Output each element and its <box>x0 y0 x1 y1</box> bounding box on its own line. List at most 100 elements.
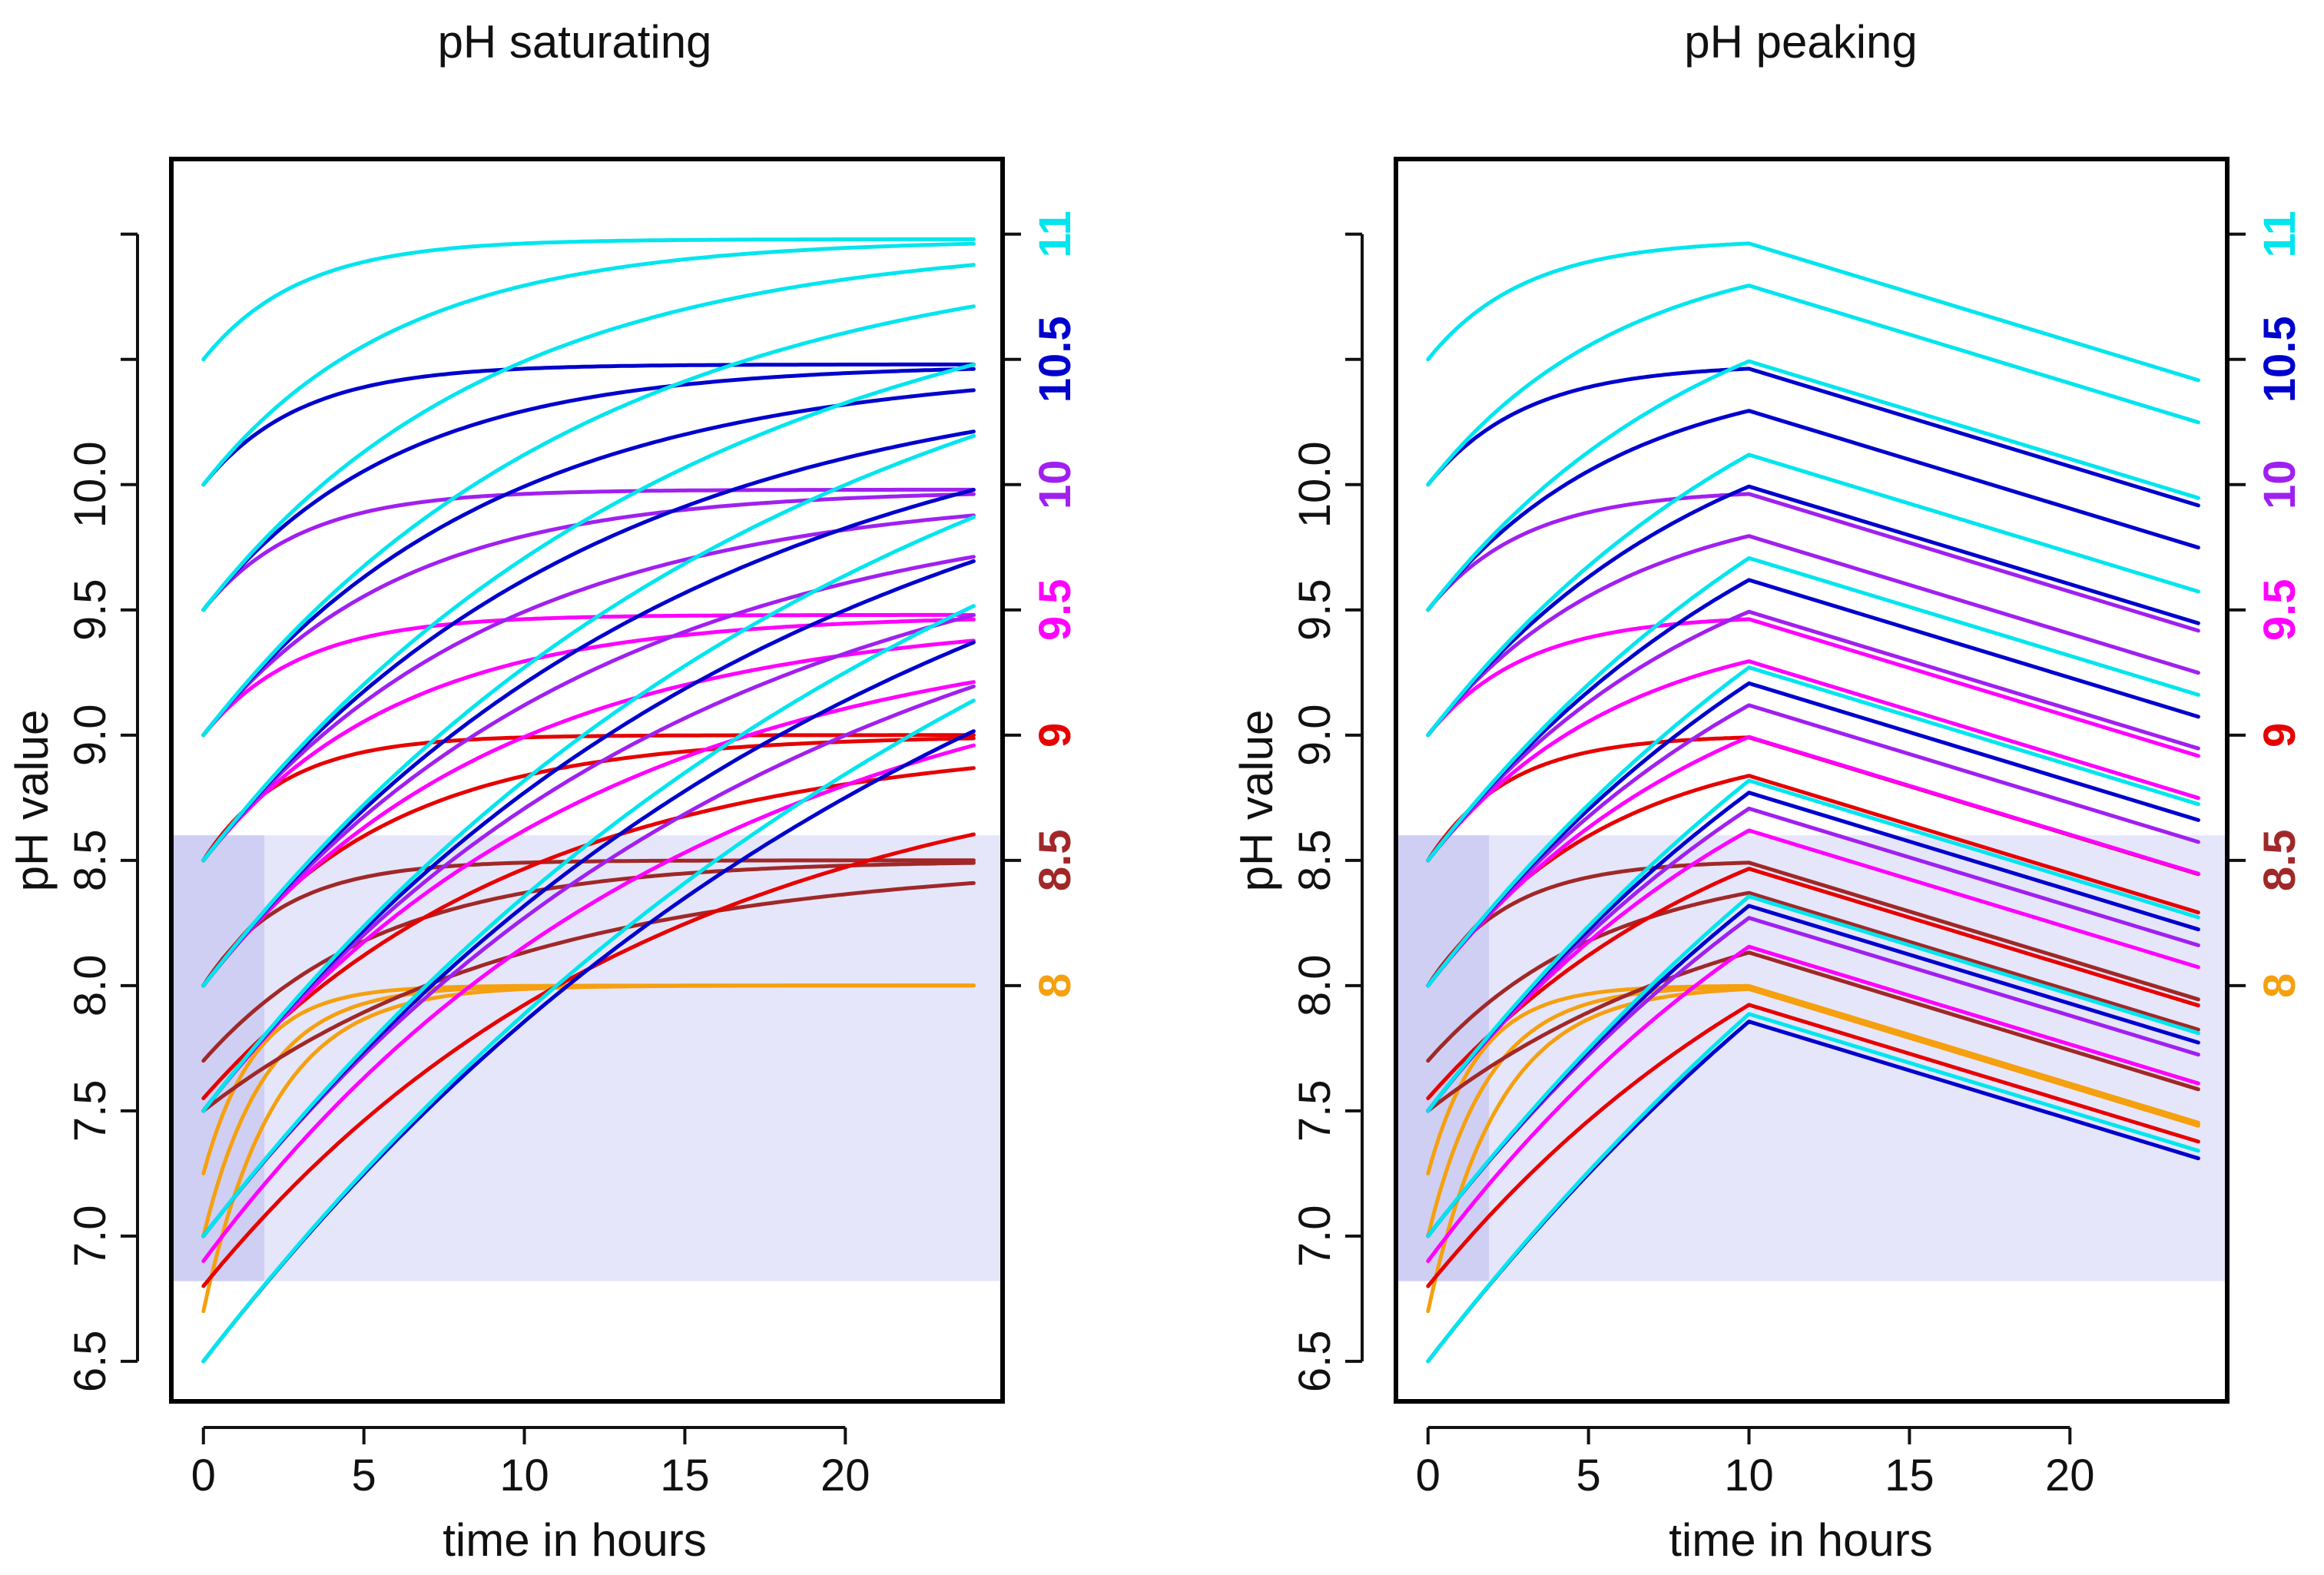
y-tick-label: 8.0 <box>65 955 115 1017</box>
series-line <box>1426 366 2200 508</box>
x-tick-label: 15 <box>660 1451 710 1500</box>
x-tick-label: 10 <box>499 1451 549 1500</box>
series-line <box>201 617 976 863</box>
x-axis-title: time in hours <box>1669 1514 1932 1566</box>
right-axis-label: 10 <box>1030 460 1080 510</box>
right-axis-label: 10.5 <box>2255 316 2305 403</box>
series-line <box>1426 1012 2200 1364</box>
panel-ph-saturating: pH saturating time in hours pH value 0 5 1… <box>6 16 1080 1566</box>
x-tick-label: 0 <box>1416 1451 1440 1500</box>
series-line <box>201 304 976 738</box>
plot-frame <box>1394 157 2230 1404</box>
right-axis-label: 11 <box>1030 211 1080 257</box>
x-tick-label: 20 <box>2045 1451 2095 1500</box>
x-tick-label: 15 <box>1885 1451 1934 1500</box>
x-tick-label: 10 <box>1724 1451 1774 1500</box>
right-axis-label: 8 <box>1030 973 1080 998</box>
x-tick-label: 5 <box>1576 1451 1601 1500</box>
y-tick-label: 10.0 <box>65 441 115 528</box>
y-tick-label: 9.5 <box>65 579 115 641</box>
series-line <box>1426 894 2200 1238</box>
series-line <box>1426 534 2200 738</box>
series-line <box>201 612 976 738</box>
series-line <box>201 736 976 988</box>
chart-title: pH saturating <box>438 16 712 68</box>
series-line <box>1426 617 2200 758</box>
series-line <box>1426 241 2200 383</box>
y-axis-title: pH value <box>1231 710 1282 892</box>
y-tick-label: 7.0 <box>65 1205 115 1268</box>
series-line <box>1426 944 2200 1263</box>
series-line <box>201 613 976 1113</box>
series-line <box>201 555 976 988</box>
right-axis-label: 9.5 <box>2255 579 2305 641</box>
y-axis-title: pH value <box>6 710 58 892</box>
y-tick-label: 8.0 <box>1290 955 1340 1017</box>
y-tick-label: 6.5 <box>65 1331 115 1393</box>
y-tick-label: 6.5 <box>1290 1331 1340 1393</box>
y-tick-label: 9.0 <box>65 704 115 766</box>
series-line <box>201 362 976 487</box>
series-line <box>1426 359 2200 612</box>
series-line <box>1426 609 2200 863</box>
right-axis-label: 9.5 <box>1030 579 1080 641</box>
right-axis-label: 8.5 <box>1030 830 1080 892</box>
x-tick-label: 5 <box>352 1451 376 1500</box>
plot-frame <box>169 157 1005 1404</box>
y-tick-label: 8.5 <box>65 830 115 892</box>
series-line <box>1426 1003 2200 1288</box>
series-line <box>201 983 976 1314</box>
series-line <box>201 743 976 1263</box>
chart-title: pH peaking <box>1684 16 1918 68</box>
panel-ph-peaking: pH peaking time in hours pH value 0 5 10 15… <box>1231 16 2305 1566</box>
series-line <box>201 487 976 612</box>
series-line <box>201 237 976 362</box>
series-line <box>1426 778 2200 1113</box>
series-line <box>201 515 976 1113</box>
curve-group <box>201 237 976 1364</box>
series-line <box>1426 492 2200 633</box>
shaded-regions <box>171 835 1003 1282</box>
y-tick-label: 7.0 <box>1290 1205 1340 1268</box>
series-line <box>1426 659 2200 863</box>
series-line <box>201 698 976 1364</box>
axes: 0 5 10 15 20 6.5 7.0 7.5 8.0 8.5 9.0 9.5 10.0 8 8.5 9 9.… <box>1290 211 2305 1500</box>
series-line <box>201 604 976 1238</box>
series-line <box>201 858 976 988</box>
axes: 0 5 10 15 20 6.5 7.0 7.5 8.0 8.5 9.0 9.5 10.0 8 8.5 9 9.… <box>65 211 1080 1500</box>
series-line <box>1426 453 2200 738</box>
y-tick-label: 8.5 <box>1290 830 1340 892</box>
y-tick-label: 9.0 <box>1290 704 1340 766</box>
x-tick-label: 0 <box>191 1451 216 1500</box>
series-line <box>201 263 976 612</box>
series-line <box>201 488 976 988</box>
series-line <box>201 366 976 612</box>
series-line <box>1426 986 2200 1314</box>
right-axis-label: 10.5 <box>1030 316 1080 403</box>
x-axis-title: time in hours <box>443 1514 706 1566</box>
series-line <box>1426 484 2200 738</box>
y-tick-label: 9.5 <box>1290 579 1340 641</box>
series-line <box>1426 555 2200 863</box>
series-line <box>201 241 976 487</box>
curve-group <box>1426 241 2200 1364</box>
series-line <box>1426 665 2200 988</box>
series-line <box>1426 985 2200 1238</box>
series-line <box>1426 284 2200 487</box>
series-line <box>201 492 976 738</box>
shaded-region-0 <box>171 835 1003 1282</box>
right-axis-label: 8.5 <box>2255 830 2305 892</box>
y-tick-label: 10.0 <box>1290 441 1340 528</box>
y-tick-label: 7.5 <box>65 1080 115 1142</box>
series-line <box>201 880 976 1113</box>
right-axis-label: 9 <box>2255 723 2305 748</box>
series-line <box>201 363 976 863</box>
right-axis-label: 9 <box>1030 723 1080 748</box>
series-line <box>201 388 976 738</box>
x-tick-label: 20 <box>821 1451 870 1500</box>
y-tick-label: 7.5 <box>1290 1080 1340 1142</box>
right-axis-label: 8 <box>2255 973 2305 998</box>
series-line <box>1426 409 2200 612</box>
right-axis-label: 10 <box>2255 460 2305 510</box>
